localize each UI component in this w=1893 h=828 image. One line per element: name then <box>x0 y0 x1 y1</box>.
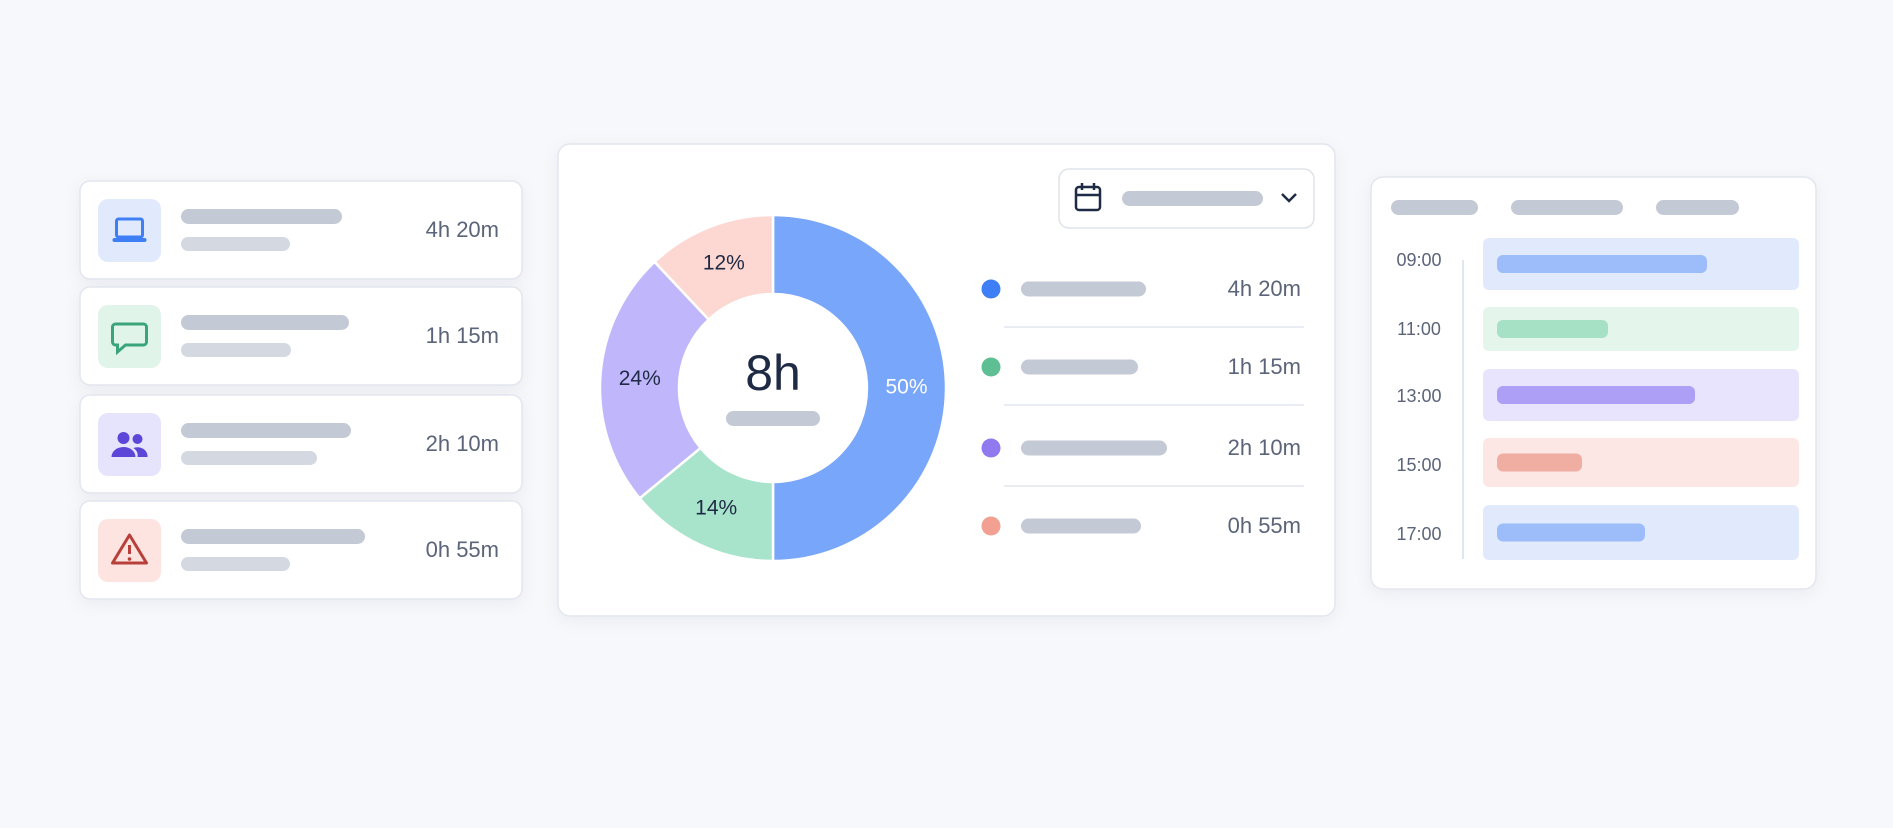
placeholder <box>181 237 290 251</box>
chevron <box>1281 193 1297 203</box>
activity-card[interactable]: 1h 15m <box>79 286 523 386</box>
placeholder <box>1122 191 1263 206</box>
event-block[interactable] <box>1483 438 1799 487</box>
slice-label: 50% <box>885 376 927 399</box>
placeholder <box>181 209 342 224</box>
placeholder <box>181 557 290 571</box>
warning-icon <box>111 533 148 565</box>
placeholder <box>1021 440 1167 456</box>
user-icon <box>133 447 148 457</box>
calendar-icon <box>1074 183 1102 212</box>
slice-label: 12% <box>703 251 745 274</box>
legend-dot <box>981 438 1001 458</box>
donut-slice <box>598 260 711 501</box>
event-bar <box>1497 523 1645 542</box>
legend-duration: 4h 20m <box>1228 276 1301 301</box>
placeholder <box>181 451 317 465</box>
card[interactable] <box>79 286 523 386</box>
icon-tile <box>98 199 161 262</box>
schedule: 09:00 11:00 13:00 15:00 17:00 <box>1396 238 1799 560</box>
placeholder <box>1021 359 1138 375</box>
time-label: 11:00 <box>1397 319 1441 339</box>
legend-duration: 1h 15m <box>1228 354 1301 379</box>
event-bar <box>1497 255 1707 273</box>
laptop-screen <box>115 217 144 239</box>
duration: 0h 55m <box>426 537 499 562</box>
duration: 2h 10m <box>426 431 499 456</box>
time-label: 15:00 <box>1396 455 1441 475</box>
card[interactable] <box>79 180 523 280</box>
placeholder <box>1656 200 1739 215</box>
legend-dot <box>981 279 1001 299</box>
placeholder <box>181 529 365 544</box>
date-picker[interactable] <box>1058 168 1315 229</box>
placeholder <box>181 423 351 438</box>
chat-icon <box>111 322 148 356</box>
user-icon <box>132 434 143 444</box>
donut-chart: 50% 14% 24% 12% <box>598 213 948 563</box>
time-label: 13:00 <box>1396 386 1441 406</box>
slice-label: 14% <box>695 496 737 519</box>
time-label: 17:00 <box>1396 524 1441 544</box>
legend-duration: 2h 10m <box>1228 435 1301 460</box>
center-label: 8h <box>745 345 801 401</box>
event-block[interactable] <box>1483 307 1799 351</box>
time-label: 09:00 <box>1396 250 1441 270</box>
placeholder <box>1021 518 1141 534</box>
legend: 4h 20m 1h 15m 2h 10m 0h 55m <box>981 276 1304 538</box>
laptop-base <box>112 238 147 242</box>
card[interactable] <box>79 500 523 600</box>
card[interactable] <box>79 394 523 494</box>
activity-card[interactable]: 2h 10m <box>79 394 523 494</box>
activity-card[interactable]: 0h 55m <box>79 500 523 600</box>
duration: 4h 20m <box>426 217 499 242</box>
icon-tile <box>98 413 161 476</box>
donut-slice <box>652 213 775 322</box>
duration: 1h 15m <box>426 323 499 348</box>
placeholder <box>1391 200 1478 215</box>
user-icon <box>117 432 130 444</box>
placeholder <box>1021 281 1146 297</box>
event-bar <box>1497 453 1582 472</box>
activity-card[interactable]: 4h 20m <box>79 180 523 280</box>
legend-duration: 0h 55m <box>1228 513 1301 538</box>
user-icon <box>111 447 136 457</box>
placeholder <box>1511 200 1623 215</box>
legend-dot <box>981 516 1001 536</box>
placeholder <box>726 411 820 426</box>
legend-dot <box>981 357 1001 377</box>
placeholder <box>181 343 291 357</box>
warning-icon <box>127 557 132 561</box>
event-bar <box>1497 386 1695 404</box>
slice-label: 24% <box>619 367 661 390</box>
activity-list: 4h 20m 1h 15m 2h 10m 0h 55m <box>79 180 523 600</box>
event-bar <box>1497 320 1608 338</box>
placeholder <box>181 315 349 330</box>
icon-tile <box>98 305 161 368</box>
donut-slice <box>771 213 948 563</box>
